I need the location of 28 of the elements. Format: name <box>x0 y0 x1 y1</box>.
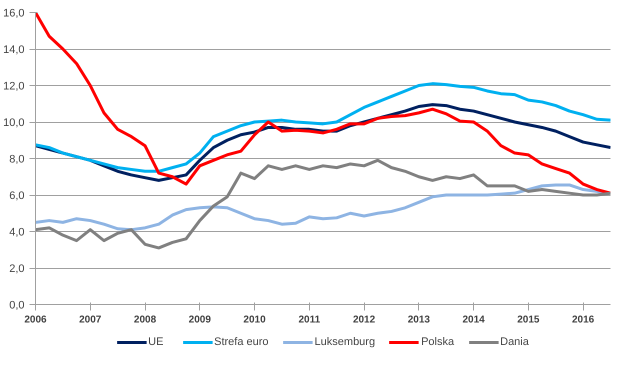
x-tick-label: 2009 <box>188 314 212 326</box>
x-tick-label: 2014 <box>462 314 486 326</box>
y-tick-label: 16,0 <box>3 8 25 20</box>
legend-label: Strefa euro <box>214 336 269 348</box>
line-series <box>36 12 610 195</box>
y-tick-label: 4,0 <box>9 226 25 238</box>
y-tick-label: 14,0 <box>3 44 25 56</box>
y-tick-label: 8,0 <box>9 154 25 166</box>
legend-label: Luksemburg <box>314 336 376 348</box>
x-tick-label: 2015 <box>517 314 540 326</box>
line-series <box>36 82 610 173</box>
x-tick-label: 2010 <box>243 314 266 326</box>
x-tick-label: 2008 <box>134 314 157 326</box>
y-tick-label: 10,0 <box>3 117 25 129</box>
legend-label: Dania <box>500 336 529 348</box>
legend-label: Polska <box>421 336 454 348</box>
y-tick-label: 2,0 <box>9 263 25 275</box>
x-tick-label: 2006 <box>24 314 48 326</box>
x-tick-label: 2012 <box>352 314 376 326</box>
x-tick-label: 2007 <box>79 314 102 326</box>
y-tick-label: 0,0 <box>9 300 25 312</box>
x-tick-label: 2011 <box>298 314 321 326</box>
y-tick-label: 6,0 <box>9 190 25 202</box>
y-tick-label: 12,0 <box>3 80 25 92</box>
x-tick-label: 2013 <box>408 314 430 326</box>
x-tick-label: 2016 <box>572 314 595 326</box>
legend-label: UE <box>148 336 164 348</box>
line-series <box>36 158 610 250</box>
